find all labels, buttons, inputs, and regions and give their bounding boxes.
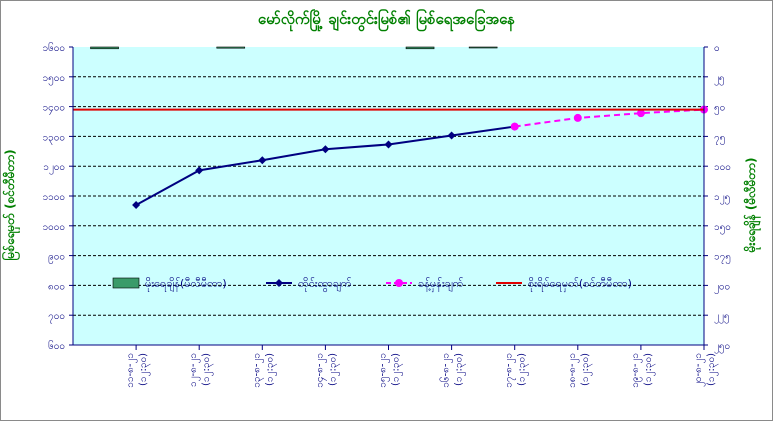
chart-title: မော်လိုက်မြို့ ချင်းတွင်းမြစ်၏ မြစ်ရေအခြ… xyxy=(257,10,516,28)
x-tick-date-label: ၁၁-၈-၂၁ xyxy=(125,353,138,388)
x-tick-time-label: (၁၂:၃၀) xyxy=(201,353,214,386)
y-right-tick-label: ၁၇၅ xyxy=(714,252,731,265)
y-right-tick-label: ၂၅ xyxy=(714,73,725,86)
x-tick-time-label: (၁၂:၃၀) xyxy=(327,353,340,386)
forecast-point xyxy=(636,109,645,118)
forecast-point xyxy=(510,122,519,131)
x-tick-time-label: (၁၂:၃၀) xyxy=(706,353,719,386)
y-left-tick-label: ၁၃၀၀ xyxy=(43,132,66,145)
x-tick-date-label: ၁၆-၈-၂၁ xyxy=(439,353,454,388)
legend-label: ခန့်မှန်းချက် xyxy=(418,277,464,292)
rain-bar xyxy=(468,46,498,49)
y-right-tick-label: ၀ xyxy=(714,43,720,54)
x-tick-time-label: (၁၂:၃၀) xyxy=(517,353,530,386)
x-tick-time-label: (၁၂:၃၀) xyxy=(138,353,151,386)
legend-label: စိုးရိမ်ရေမှတ်(စင်တီမီတာ) xyxy=(528,277,632,292)
y-left-tick-label: ၁၄၀၀ xyxy=(43,103,66,116)
y-right-tick-label: ၇၅ xyxy=(714,132,725,145)
y-left-tick-label: ၁၀၀၀ xyxy=(43,222,66,233)
x-tick-date-label: ၂၀-၈-၂၁ xyxy=(693,353,706,387)
y-right-tick-label: ၂၅၀ xyxy=(714,341,730,354)
y-right-tick-label: ၁၂၅ xyxy=(714,192,730,205)
x-tick-time-label: (၁၂:၃၀) xyxy=(391,353,404,386)
x-tick-time-label: (၁၂:၃၀) xyxy=(454,353,467,386)
forecast-line xyxy=(514,108,705,128)
x-tick-time-label: (၁၂:၃၀) xyxy=(643,353,656,386)
observed-point xyxy=(447,131,456,140)
rain-bar xyxy=(216,46,246,49)
y-left-tick-label: ၁၅၀၀ xyxy=(43,73,66,86)
x-tick-time-label: (၁၂:၃၀) xyxy=(264,353,277,386)
rain-bar xyxy=(405,46,435,50)
observed-point xyxy=(258,156,267,165)
legend-marker xyxy=(275,279,283,287)
x-tick-date-label: ၁၄-၈-၂၁ xyxy=(314,353,327,388)
x-tick-date-label: ၁၅-၈-၂၁ xyxy=(378,353,391,388)
y-left-tick-label: ၈၀၀ xyxy=(48,281,65,292)
legend-marker xyxy=(395,279,403,287)
x-tick-date-label: ၁၃-၈-၂၁ xyxy=(251,353,264,388)
rain-bar xyxy=(90,46,119,50)
y-left-tick-label: ၁၂၀၀ xyxy=(43,162,65,175)
forecast-point xyxy=(573,113,582,122)
x-tick-date-label: ၁၉-၈-၂၁ xyxy=(630,353,643,388)
x-tick-time-label: (၁၂:၃၀) xyxy=(580,353,593,386)
y-right-tick-label: ၂၀၀ xyxy=(714,281,730,294)
y-left-tick-label: ၆၀၀ xyxy=(48,339,65,352)
x-tick-date-label: ၁၂-၈-၂၁ xyxy=(188,353,201,387)
x-tick-date-label: ၁၇-၈-၂၁ xyxy=(504,353,517,388)
y-right-tick-label: ၅၀ xyxy=(714,103,725,116)
observed-point xyxy=(195,166,204,175)
observed-point xyxy=(384,140,393,149)
observed-point xyxy=(132,200,141,209)
x-tick-date-label: ၁၈-၈-၂၁ xyxy=(567,353,580,388)
y-left-tick-label: ၁၆၀၀ xyxy=(43,41,66,54)
y-left-tick-label: ၁၁၀၀ xyxy=(43,192,66,203)
legend-swatch-rain xyxy=(112,277,140,289)
y-left-tick-label: ၉၀၀ xyxy=(48,252,65,265)
y-left-tick-label: ၇၀၀ xyxy=(48,311,65,324)
observed-point xyxy=(321,145,330,154)
y-right-tick-label: ၁၀၀ xyxy=(714,162,731,173)
y-right-tick-label: ၂၂၅ xyxy=(714,311,729,324)
legend-label: တိုင်းထွာချက် xyxy=(298,277,352,292)
y-right-tick-label: ၁၅၀ xyxy=(714,222,731,235)
legend-label: မိုးရေချိန်(မီလီမီတာ) xyxy=(145,277,227,292)
